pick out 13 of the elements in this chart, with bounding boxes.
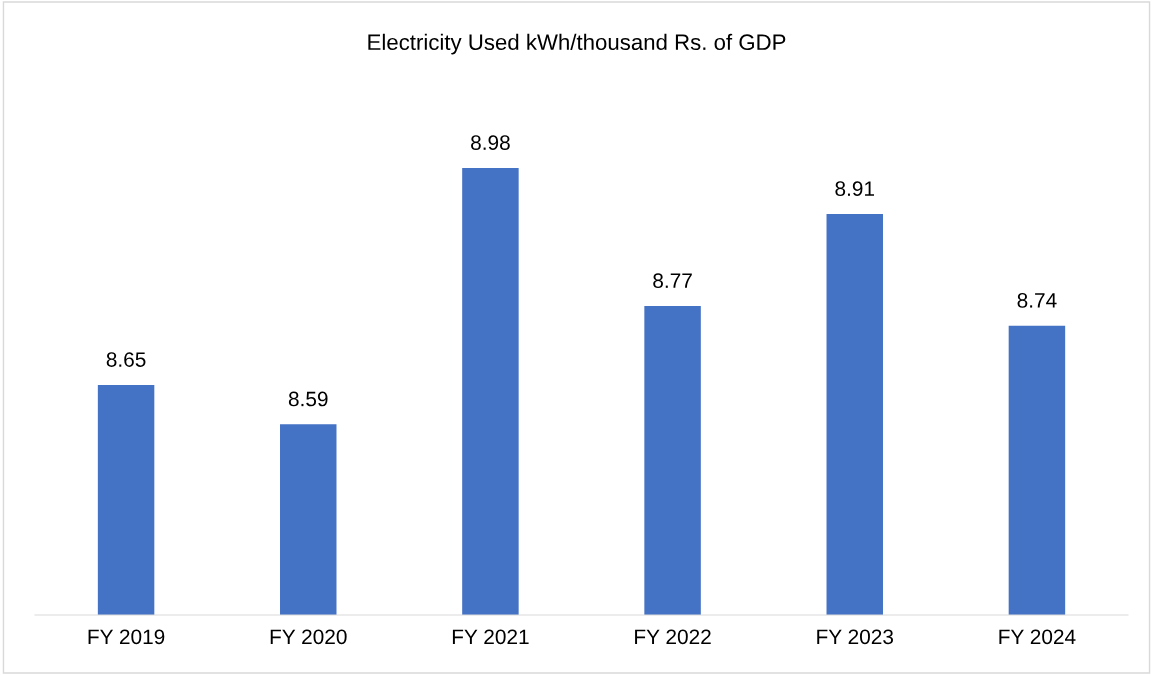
x-tick-label: FY 2020 bbox=[270, 629, 347, 645]
data-label: 8.91 bbox=[835, 181, 875, 197]
data-label: 8.59 bbox=[288, 391, 328, 407]
x-tick-label: FY 2019 bbox=[88, 629, 165, 645]
x-tick-label: FY 2023 bbox=[817, 629, 894, 645]
data-label: 8.65 bbox=[106, 352, 146, 367]
data-label: 8.74 bbox=[1017, 293, 1057, 308]
x-tick-label: FY 2024 bbox=[999, 629, 1076, 645]
chart-title: Electricity Used kWh/thousand Rs. of GDP bbox=[368, 33, 786, 55]
x-tick-label: FY 2022 bbox=[635, 629, 711, 645]
data-label: 8.98 bbox=[471, 135, 510, 150]
x-tick-label: FY 2021 bbox=[452, 629, 529, 645]
data-label: 8.77 bbox=[653, 273, 692, 289]
